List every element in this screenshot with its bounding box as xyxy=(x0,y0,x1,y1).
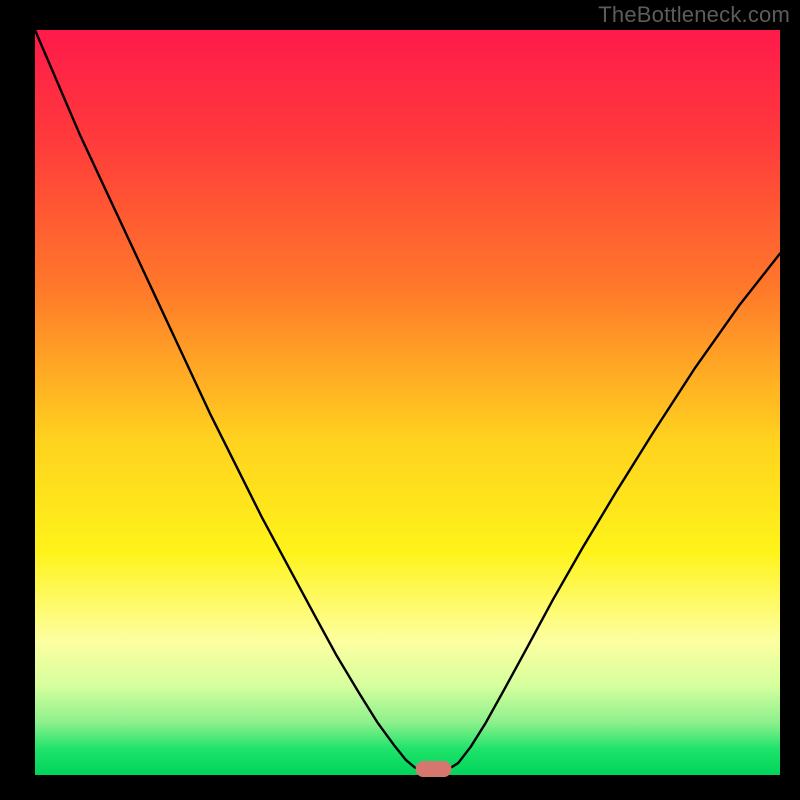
chart-stage: TheBottleneck.com xyxy=(0,0,800,800)
bottleneck-plot xyxy=(0,0,800,800)
optimal-point-marker xyxy=(416,761,452,777)
watermark-text: TheBottleneck.com xyxy=(598,2,790,28)
right-black-bar xyxy=(780,30,800,775)
plot-gradient-area xyxy=(35,30,780,775)
